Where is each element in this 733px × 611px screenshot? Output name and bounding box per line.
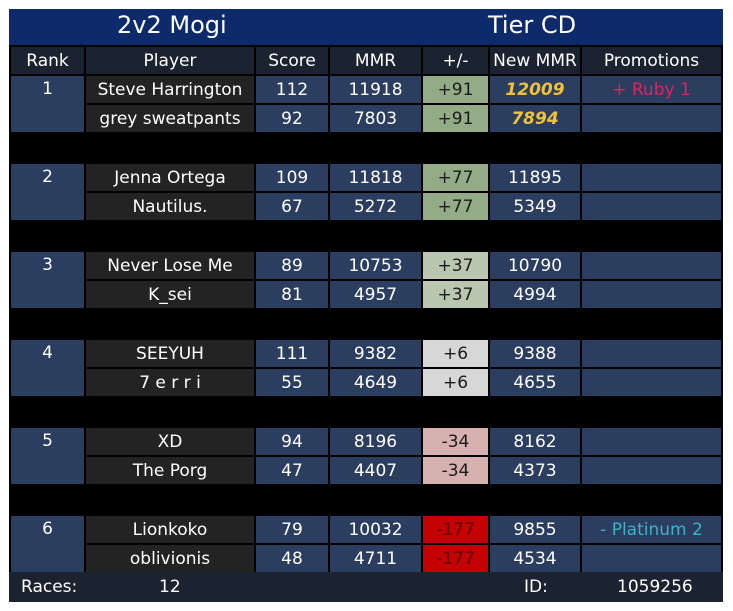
new-mmr: 7894 [490, 105, 580, 132]
column-header-player: Player [86, 47, 254, 74]
column-header-promotions: Promotions [582, 47, 721, 74]
team-rank: 5 [11, 428, 84, 484]
player-score: 79 [256, 516, 328, 543]
player-score: 112 [256, 76, 328, 103]
column-header-new-mmr: New MMR [490, 47, 580, 74]
new-mmr: 9855 [490, 516, 580, 543]
mmr-change: +6 [423, 369, 488, 396]
player-score: 92 [256, 105, 328, 132]
mmr-change: +77 [423, 193, 488, 220]
mmr-change: -34 [423, 457, 488, 484]
player-score: 94 [256, 428, 328, 455]
promotion [582, 428, 721, 455]
id-value: 1059256 [617, 577, 693, 597]
new-mmr: 5349 [490, 193, 580, 220]
promotion [582, 105, 721, 132]
promotion: + Ruby 1 [582, 76, 721, 103]
player-score: 81 [256, 281, 328, 308]
promotion [582, 281, 721, 308]
mmr-change: +37 [423, 281, 488, 308]
races-label: Races: [21, 577, 78, 597]
player-mmr: 8196 [330, 428, 421, 455]
mmr-change: +6 [423, 340, 488, 367]
results-table: 2v2 Mogi Tier CD Rank Player Score MMR +/- Ne… [9, 9, 723, 602]
new-mmr: 4534 [490, 545, 580, 572]
promotion [582, 164, 721, 191]
new-mmr: 4994 [490, 281, 580, 308]
column-header-rank: Rank [11, 47, 84, 74]
player-mmr: 4711 [330, 545, 421, 572]
id-label: ID: [524, 577, 548, 597]
team-rank: 3 [11, 252, 84, 308]
player-name: grey sweatpants [86, 105, 254, 132]
player-name: Lionkoko [86, 516, 254, 543]
mmr-change: +91 [423, 76, 488, 103]
player-score: 111 [256, 340, 328, 367]
player-mmr: 10753 [330, 252, 421, 279]
mode-title: 2v2 Mogi [117, 11, 227, 39]
team-rank: 6 [11, 516, 84, 572]
player-mmr: 4407 [330, 457, 421, 484]
promotion [582, 369, 721, 396]
mmr-change: -177 [423, 516, 488, 543]
player-score: 109 [256, 164, 328, 191]
player-name: The Porg [86, 457, 254, 484]
new-mmr: 8162 [490, 428, 580, 455]
player-name: SEEYUH [86, 340, 254, 367]
player-name: K_sei [86, 281, 254, 308]
mmr-change: +91 [423, 105, 488, 132]
player-score: 89 [256, 252, 328, 279]
races-value: 12 [159, 577, 181, 597]
mmr-change: -34 [423, 428, 488, 455]
player-name: Nautilus. [86, 193, 254, 220]
promotion [582, 193, 721, 220]
player-score: 48 [256, 545, 328, 572]
team-rank: 4 [11, 340, 84, 396]
new-mmr: 10790 [490, 252, 580, 279]
new-mmr: 4373 [490, 457, 580, 484]
promotion [582, 340, 721, 367]
column-header-delta: +/- [423, 47, 488, 74]
promotion [582, 457, 721, 484]
player-mmr: 4649 [330, 369, 421, 396]
player-mmr: 11918 [330, 76, 421, 103]
mmr-change: -177 [423, 545, 488, 572]
player-mmr: 4957 [330, 281, 421, 308]
promotion [582, 252, 721, 279]
player-mmr: 9382 [330, 340, 421, 367]
player-name: Never Lose Me [86, 252, 254, 279]
promotion [582, 545, 721, 572]
player-mmr: 7803 [330, 105, 421, 132]
player-name: Steve Harrington [86, 76, 254, 103]
team-rank: 2 [11, 164, 84, 220]
player-mmr: 11818 [330, 164, 421, 191]
player-score: 47 [256, 457, 328, 484]
mmr-change: +37 [423, 252, 488, 279]
player-name: oblivionis [86, 545, 254, 572]
new-mmr: 12009 [490, 76, 580, 103]
player-name: XD [86, 428, 254, 455]
player-score: 55 [256, 369, 328, 396]
promotion: - Platinum 2 [582, 516, 721, 543]
table-footer: Races: 12 ID: 1059256 [9, 572, 723, 602]
column-header-score: Score [256, 47, 328, 74]
new-mmr: 11895 [490, 164, 580, 191]
new-mmr: 9388 [490, 340, 580, 367]
tier-title: Tier CD [488, 11, 577, 39]
player-name: 7 e r r i [86, 369, 254, 396]
player-name: Jenna Ortega [86, 164, 254, 191]
player-score: 67 [256, 193, 328, 220]
new-mmr: 4655 [490, 369, 580, 396]
player-mmr: 5272 [330, 193, 421, 220]
team-rank: 1 [11, 76, 84, 132]
column-header-mmr: MMR [330, 47, 421, 74]
mmr-change: +77 [423, 164, 488, 191]
table-header: 2v2 Mogi Tier CD [9, 9, 723, 45]
player-mmr: 10032 [330, 516, 421, 543]
